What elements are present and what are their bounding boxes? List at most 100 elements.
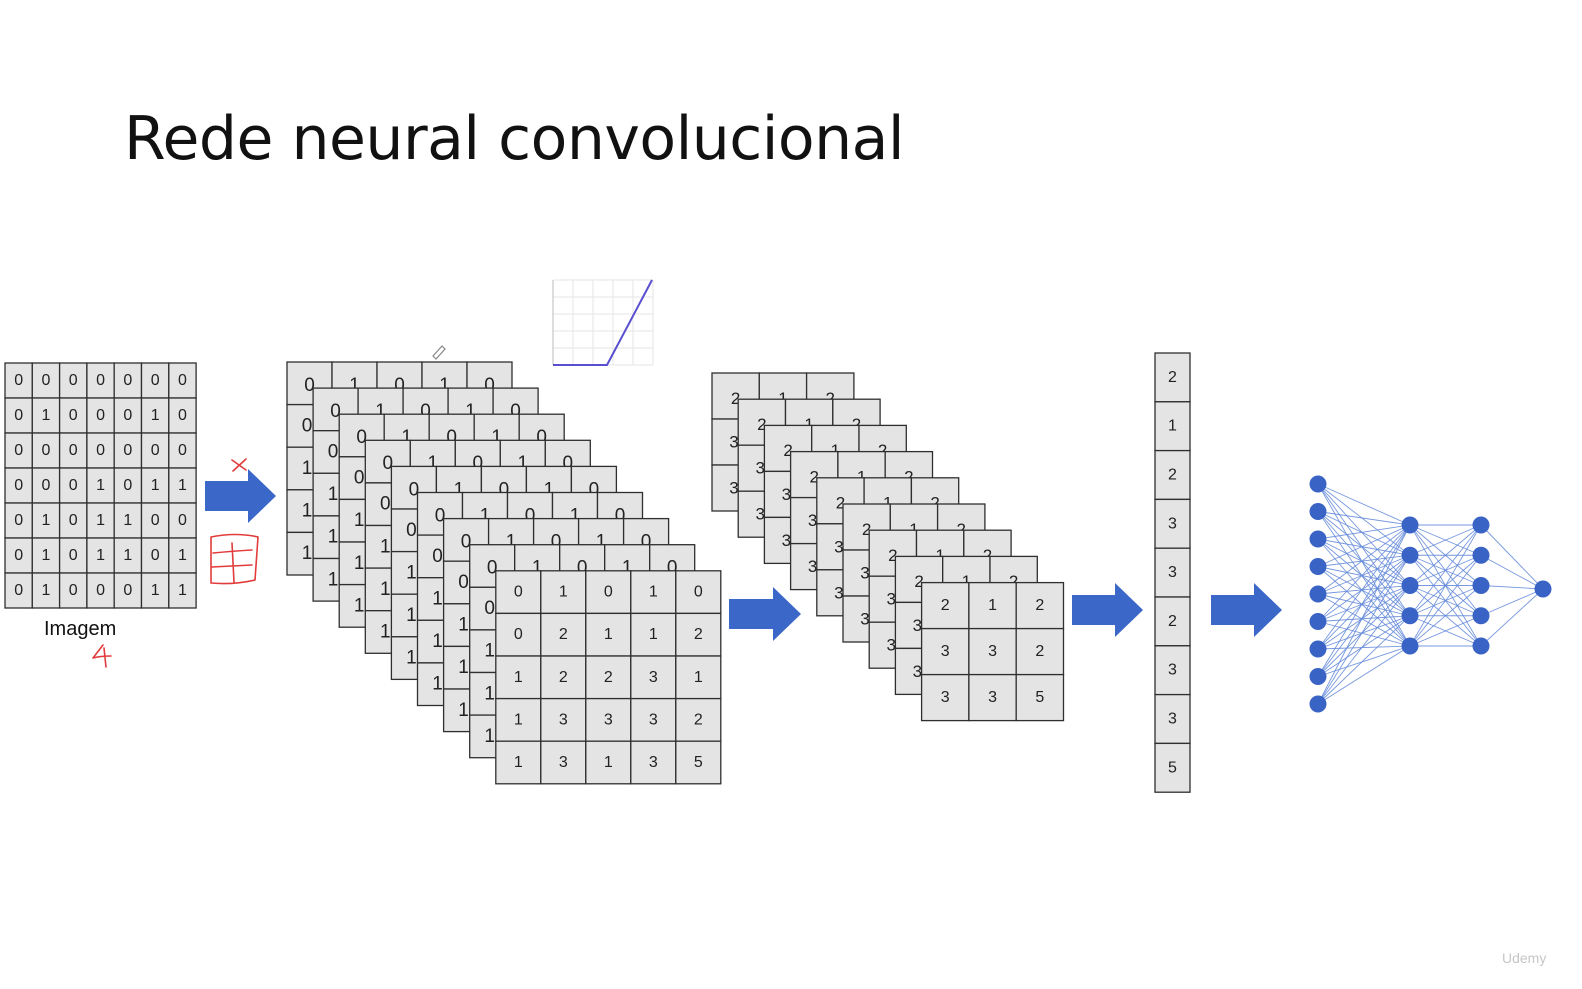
pooled-map-layer-top-value: 2 [904, 467, 913, 486]
nn-edge [1317, 524, 1411, 677]
feature-map-layer-top-value: 0 [487, 558, 498, 579]
input-image-cell [58, 397, 88, 434]
flattened-vector-value: 3 [1168, 711, 1177, 728]
nn-edge [1409, 615, 1482, 647]
feature-map-layer-top-value: 0 [667, 558, 678, 579]
pooled-map-layer-cell [894, 555, 944, 604]
feature-map-layer-left-value: 1 [380, 622, 391, 643]
nn-node [1309, 503, 1327, 520]
input-image-value: 0 [69, 442, 78, 459]
feature-map-front-cell [630, 740, 677, 785]
handwritten-annotations [92, 345, 446, 668]
feature-map-front-value: 0 [514, 626, 523, 643]
nn-edge [1317, 585, 1411, 622]
pooled-map-layer-top-value: 2 [731, 389, 740, 408]
feature-map-layer-left-value: 1 [406, 648, 417, 669]
feature-map-layer-left-value: 1 [302, 543, 313, 564]
pooled-map-layer-top-value: 2 [826, 389, 835, 408]
feature-map-front-cell [495, 570, 542, 615]
nn-edge [1317, 511, 1411, 586]
feature-map-front-value: 5 [694, 754, 703, 771]
feature-map-layer-left-value: 0 [354, 468, 365, 489]
dense-neural-network [1309, 475, 1552, 713]
feature-map-layer-top-value: 0 [577, 558, 588, 579]
feature-map-front-value: 3 [649, 669, 658, 686]
input-image-caption: Imagem [44, 618, 117, 640]
nn-node [1401, 607, 1419, 625]
input-image-value: 1 [96, 547, 105, 564]
input-image-cell [168, 467, 197, 504]
input-image-value: 0 [123, 407, 132, 424]
nn-node [1472, 577, 1490, 594]
feature-map-layer-top-value: 0 [446, 427, 457, 448]
feature-map-front-value: 1 [514, 754, 523, 771]
pooled-map-layer-top-value: 2 [783, 441, 792, 460]
nn-edge [1317, 554, 1411, 677]
pooled-map-front-value: 2 [1035, 597, 1044, 614]
flattened-vector-cell [1154, 742, 1191, 793]
relu-activation-plot [552, 279, 654, 366]
nn-edge [1409, 554, 1482, 647]
flattened-vector-cell [1154, 498, 1191, 549]
feature-map-front-value: 3 [604, 711, 613, 728]
feature-map-front-value: 1 [604, 626, 613, 643]
input-image-cell [168, 362, 197, 399]
feature-map-layer-left-value: 1 [484, 641, 495, 662]
feature-map-layer-left-value: 0 [380, 494, 391, 515]
pooled-map-layer-top-value: 2 [983, 546, 992, 565]
feature-map-layer-top-value: 0 [589, 479, 600, 500]
input-image-cell [113, 467, 143, 504]
nn-node [1472, 607, 1490, 625]
flow-arrow-icon [729, 587, 801, 641]
feature-map-layer-left-value: 1 [354, 553, 365, 574]
flattened-vector-value: 1 [1168, 418, 1177, 435]
pooled-map-front-value: 2 [1035, 643, 1044, 660]
nn-node [1401, 516, 1419, 534]
input-image-value: 1 [178, 547, 187, 564]
pooled-map-layer-top-value: 1 [804, 415, 813, 434]
input-image-value: 1 [96, 477, 105, 494]
feature-map-layer-left-value: 1 [406, 562, 417, 583]
feature-map-layer-left-value: 1 [302, 501, 313, 522]
input-image-cell [168, 572, 197, 609]
feature-map-layer-left-value: 1 [458, 700, 469, 721]
nn-edge [1317, 585, 1411, 650]
nn-edge [1317, 483, 1411, 586]
flattened-vector-value: 3 [1168, 515, 1177, 532]
feature-map-layer-left-value: 0 [406, 520, 417, 541]
feature-map-layer-left-value: 0 [432, 546, 443, 567]
pooled-map-front-value: 2 [941, 597, 950, 614]
nn-edge [1480, 588, 1544, 617]
input-image-cell [86, 572, 115, 609]
input-image-value: 0 [14, 477, 23, 494]
feature-map-layer-top-value: 0 [484, 375, 495, 396]
feature-map-front-value: 1 [559, 584, 568, 601]
nn-edge [1317, 524, 1411, 650]
nn-node [1309, 613, 1327, 630]
pooled-map-front-cell [920, 581, 970, 630]
input-image-value: 0 [178, 442, 187, 459]
nn-edge [1317, 585, 1411, 595]
feature-map-layer-top-value: 0 [420, 401, 431, 422]
nn-node [1309, 640, 1327, 658]
nn-edge [1317, 593, 1411, 617]
input-image-value: 1 [123, 547, 132, 564]
pooled-map-layer-left-value: 3 [729, 479, 738, 498]
feature-map-layer-top-value: 1 [544, 479, 555, 500]
input-image-value: 1 [41, 512, 50, 529]
input-image-value: 0 [14, 372, 23, 389]
feature-map-front-value: 0 [694, 584, 703, 601]
input-image-cell [168, 537, 197, 574]
input-image-cell [113, 397, 143, 434]
watermark: Udemy [1502, 950, 1547, 966]
feature-map-layer-top-value: 0 [435, 505, 446, 526]
feature-map-front-cell [630, 655, 677, 700]
nn-edge [1317, 615, 1411, 705]
feature-map-layer-left-value: 1 [354, 595, 365, 616]
feature-map-layer-top-value: 0 [551, 532, 562, 553]
pooled-map-layer-top-value: 1 [857, 467, 866, 486]
feature-map-layer-top-value: 0 [536, 427, 547, 448]
input-image-cell [86, 537, 115, 574]
input-image-cell [4, 432, 33, 469]
